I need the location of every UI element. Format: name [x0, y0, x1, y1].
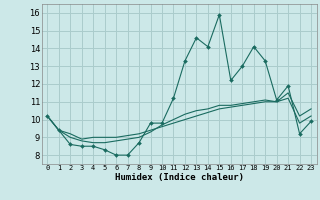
X-axis label: Humidex (Indice chaleur): Humidex (Indice chaleur) [115, 173, 244, 182]
